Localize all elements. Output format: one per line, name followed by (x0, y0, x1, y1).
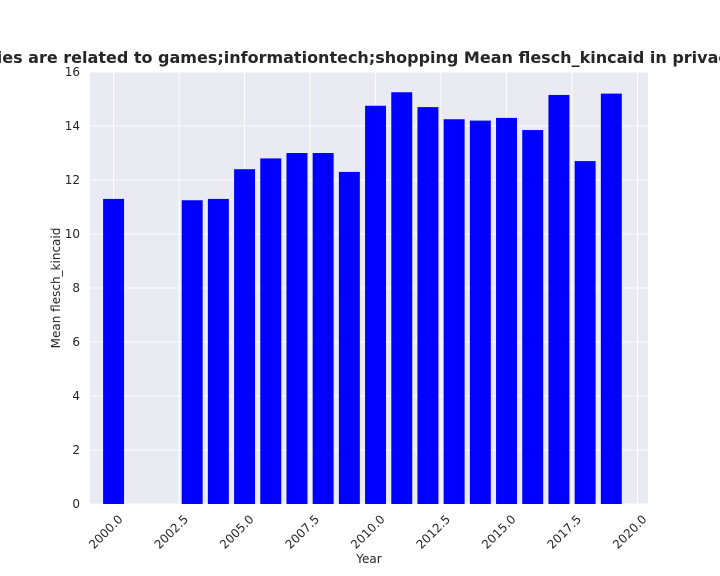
bar-2009 (338, 171, 360, 504)
bar-2007 (286, 153, 308, 504)
x-axis-label: Year (355, 552, 381, 566)
bar-2017 (548, 94, 570, 504)
y-tick-label: 8 (72, 281, 80, 295)
x-tick-label: 2007.5 (283, 512, 323, 552)
x-tick-label: 2012.5 (414, 512, 454, 552)
y-tick-labels: 0 2 4 6 8 10 12 14 16 (65, 65, 80, 511)
bar-2000 (103, 198, 125, 504)
x-tick-label: 2000.0 (86, 512, 126, 552)
y-tick-label: 14 (65, 119, 80, 133)
y-tick-label: 12 (65, 173, 80, 187)
bars (103, 92, 622, 505)
bar-2011 (391, 92, 413, 504)
y-tick-label: 16 (65, 65, 80, 79)
bar-2003 (181, 200, 203, 504)
bar-2006 (260, 158, 282, 504)
bar-2008 (312, 153, 334, 504)
x-tick-label: 2017.5 (544, 512, 584, 552)
chart-title: Categories are related to games;informat… (0, 48, 720, 67)
bar-2013 (443, 119, 465, 504)
bar-2014 (469, 120, 491, 504)
x-tick-label: 2015.0 (479, 512, 519, 552)
y-axis-label: Mean flesch_kincaid (49, 228, 63, 349)
y-tick-label: 0 (72, 497, 80, 511)
bar-2010 (365, 105, 387, 504)
bar-2005 (234, 169, 256, 504)
bar-2018 (574, 161, 596, 504)
bar-2015 (496, 117, 518, 505)
bar-2012 (417, 107, 439, 504)
bar-2004 (207, 198, 229, 504)
x-tick-label: 2020.0 (610, 512, 650, 552)
y-tick-label: 10 (65, 227, 80, 241)
x-tick-label: 2010.0 (348, 512, 388, 552)
x-tick-labels: 2000.0 2002.5 2005.0 2007.5 2010.0 2012.5 2015… (86, 512, 650, 552)
bar-2016 (522, 130, 544, 505)
bar-2019 (600, 93, 622, 504)
y-tick-label: 4 (72, 389, 80, 403)
x-tick-label: 2005.0 (217, 512, 257, 552)
y-tick-label: 2 (72, 443, 80, 457)
y-tick-label: 6 (72, 335, 80, 349)
x-tick-label: 2002.5 (152, 512, 192, 552)
